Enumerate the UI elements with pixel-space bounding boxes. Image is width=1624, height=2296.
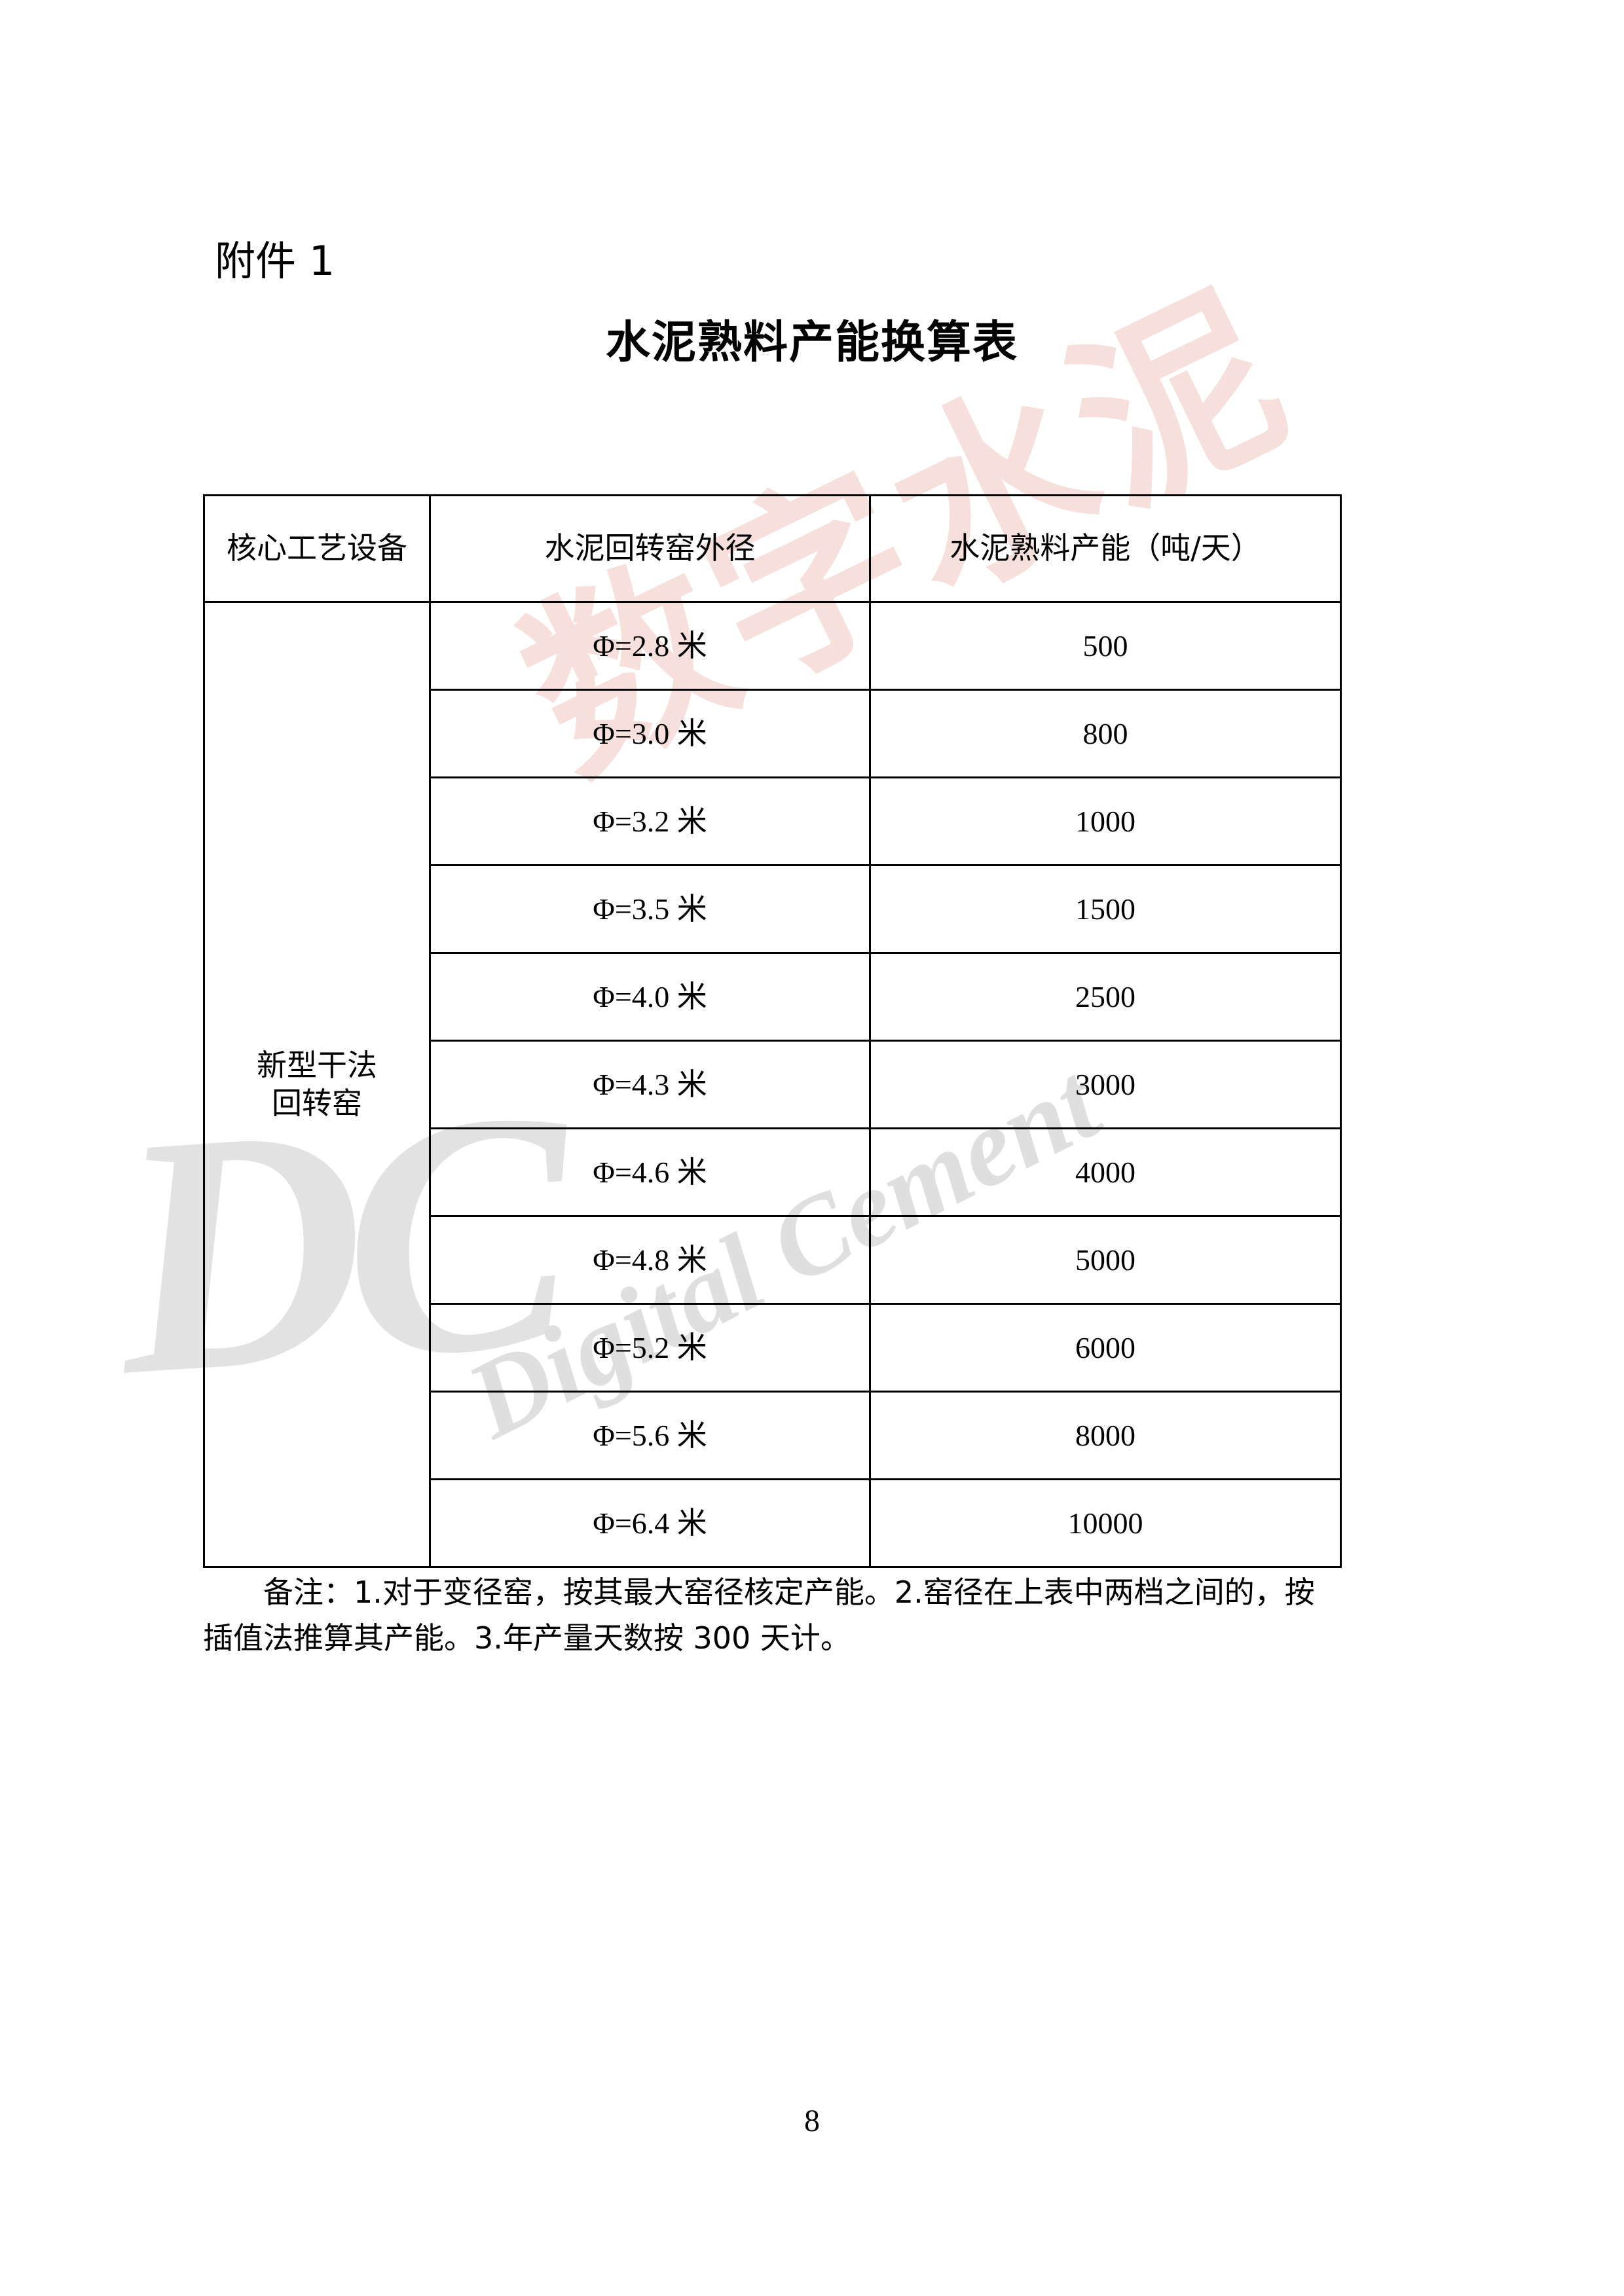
device-label-line-1: 新型干法 — [257, 1048, 377, 1083]
cell-capacity: 800 — [869, 689, 1342, 778]
column-header-device: 核心工艺设备 — [203, 494, 431, 603]
cell-diameter: Φ=3.5 米 — [429, 864, 871, 954]
cell-diameter: Φ=5.6 米 — [429, 1391, 871, 1480]
cell-capacity: 1000 — [869, 776, 1342, 866]
table-row: Φ=5.2 米 6000 — [204, 1303, 1342, 1393]
page-number: 8 — [804, 2104, 820, 2138]
cell-diameter: Φ=3.0 米 — [429, 689, 871, 778]
cell-diameter: Φ=5.2 米 — [429, 1303, 871, 1393]
table-header-row: 核心工艺设备 水泥回转窑外径 水泥熟料产能（吨/天） — [203, 494, 1342, 603]
cell-diameter: Φ=4.3 米 — [429, 1040, 871, 1129]
column-header-capacity: 水泥熟料产能（吨/天） — [869, 494, 1342, 603]
cell-capacity: 3000 — [869, 1040, 1342, 1129]
device-label-line-2: 回转窑 — [272, 1085, 362, 1121]
table-row: Φ=4.0 米 2500 — [204, 952, 1342, 1042]
footnote-line-1: 备注：1.对于变径窑，按其最大窑径核定产能。2.窑径在上表中两档之间的，按 — [263, 1575, 1315, 1610]
cell-capacity: 6000 — [869, 1303, 1342, 1393]
cell-capacity: 500 — [869, 601, 1342, 691]
cell-diameter: Φ=6.4 米 — [429, 1478, 871, 1568]
cell-capacity: 8000 — [869, 1391, 1342, 1480]
cell-capacity: 10000 — [869, 1478, 1342, 1568]
table-row: 新型干法 回转窑 Φ=2.8 米 500 — [203, 601, 1342, 1568]
table-row: Φ=4.6 米 4000 — [204, 1127, 1342, 1217]
cell-capacity: 5000 — [869, 1215, 1342, 1305]
cell-capacity: 1500 — [869, 864, 1342, 954]
annex-label: 附件 1 — [215, 237, 335, 285]
cell-diameter: Φ=4.6 米 — [429, 1127, 871, 1217]
table-row: Φ=6.4 米 10000 — [204, 1478, 1342, 1568]
cell-device-group: 新型干法 回转窑 — [203, 601, 431, 1568]
page-title: 水泥熟料产能换算表 — [605, 317, 1018, 369]
table-footnote: 备注：1.对于变径窑，按其最大窑径核定产能。2.窑径在上表中两档之间的，按 插值… — [203, 1570, 1356, 1662]
table-row: Φ=3.0 米 800 — [204, 689, 1342, 778]
capacity-conversion-table: 核心工艺设备 水泥回转窑外径 水泥熟料产能（吨/天） 新型干法 回转窑 Φ=2.… — [203, 494, 1342, 1568]
table-row: Φ=4.3 米 3000 — [204, 1040, 1342, 1129]
table-row: Φ=3.2 米 1000 — [204, 776, 1342, 866]
column-header-diameter: 水泥回转窑外径 — [429, 494, 871, 603]
cell-diameter: Φ=4.0 米 — [429, 952, 871, 1042]
cell-diameter: Φ=2.8 米 — [429, 601, 871, 691]
table-row: Φ=3.5 米 1500 — [204, 864, 1342, 954]
table-row: Φ=4.8 米 5000 — [204, 1215, 1342, 1305]
footnote-line-2: 插值法推算其产能。3.年产量天数按 300 天计。 — [203, 1620, 851, 1656]
cell-diameter: Φ=4.8 米 — [429, 1215, 871, 1305]
table-row: Φ=5.6 米 8000 — [204, 1391, 1342, 1480]
cell-capacity: 4000 — [869, 1127, 1342, 1217]
cell-capacity: 2500 — [869, 952, 1342, 1042]
cell-diameter: Φ=3.2 米 — [429, 776, 871, 866]
